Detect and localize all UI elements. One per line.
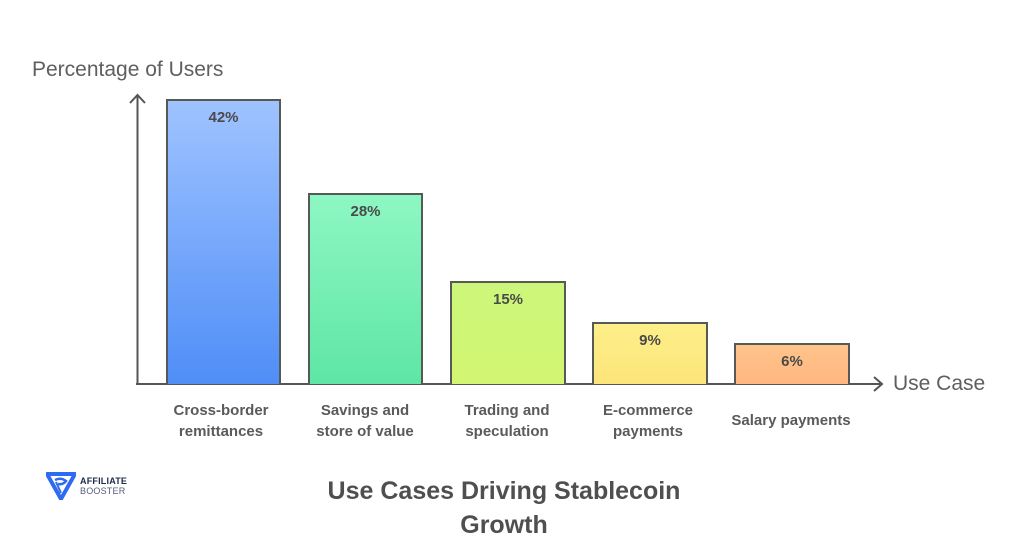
x-axis-title: Use Case [893,372,986,395]
affiliate-booster-logo: AFFILIATE BOOSTER [46,472,127,500]
bar-e-commerce-payments: 9% [592,322,708,384]
category-label: Salary payments [731,412,851,429]
bar-cross-border-remittances: 42% [166,99,281,384]
category-label: Cross-border remittances [173,402,269,440]
bar-savings-store-of-value: 28% [308,193,423,384]
logo-text-line2: BOOSTER [80,486,126,496]
category-label: Savings and store of value [316,402,414,440]
bar-value-label: 9% [639,332,661,349]
y-axis-title: Percentage of Users [32,58,224,81]
logo-text-line1: AFFILIATE [80,476,128,486]
bar-value-label: 42% [208,109,239,126]
affiliate-booster-logo-icon [46,472,76,500]
x-axis-arrow-icon [873,376,884,392]
bar-value-label: 28% [350,203,381,220]
category-label: Trading and speculation [464,402,550,440]
chart-title: Use Cases Driving Stablecoin Growth [327,477,681,539]
bar-value-label: 6% [781,353,803,370]
bar-value-label: 15% [492,291,524,308]
bar-salary-payments: 6% [734,343,850,384]
y-axis-arrow-icon [129,93,146,104]
bar-trading-speculation: 15% [450,281,566,384]
category-label: E-commerce payments [602,402,694,440]
